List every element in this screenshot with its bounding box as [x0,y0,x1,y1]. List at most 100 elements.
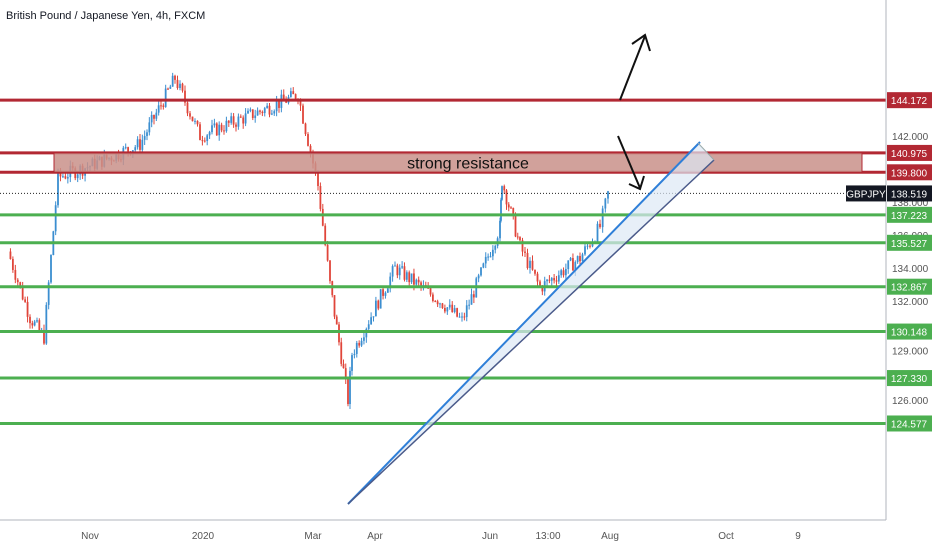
candle-body-59 [151,115,153,122]
candle-body-170 [415,280,417,285]
level-tag-text-135.527: 135.527 [891,239,928,250]
candle-body-90 [226,121,228,131]
candle-body-63 [160,105,162,106]
candle-body-9 [31,323,33,325]
y-tick-129.000: 129.000 [892,347,929,358]
candle-body-132 [327,245,329,261]
resistance-zone-label: strong resistance [407,156,529,173]
candle-body-139 [343,364,345,368]
candle-body-2 [14,270,16,280]
candle-body-86 [216,123,218,135]
candle-body-168 [411,273,413,282]
candle-body-84 [211,125,213,132]
symbol-tag-text: GBPJPY [846,189,886,200]
candle-body-221 [534,270,536,274]
candle-body-10 [34,322,36,326]
candle-body-161 [394,266,396,267]
resistance-zone: strong resistance [54,153,862,173]
candle-body-85 [214,123,216,125]
candle-body-71 [179,84,181,88]
candle-body-135 [334,295,336,316]
candle-body-121 [300,101,302,105]
candle-body-194 [473,294,475,297]
candle-body-129 [320,186,322,209]
candle-body-211 [510,207,512,208]
candle-body-231 [558,275,560,281]
candle-body-92 [230,116,232,123]
candle-body-91 [228,121,230,123]
candle-body-52 [134,147,136,150]
candle-body-241 [582,254,584,261]
candle-body-15 [45,305,47,344]
candle-body-230 [556,280,558,281]
candle-body-93 [233,116,235,124]
price-axis-bg [886,0,932,550]
candle-body-220 [532,261,534,270]
candle-body-145 [356,343,358,354]
candle-body-162 [396,266,398,276]
candle-body-249 [602,208,604,227]
candle-body-24 [67,177,69,178]
candle-body-56 [144,136,146,140]
y-tick-132.000: 132.000 [892,297,929,308]
candle-body-235 [567,260,569,269]
x-tick-Aug: Aug [601,531,619,542]
candle-body-237 [572,258,574,271]
candle-body-202 [492,250,494,256]
candle-body-166 [406,272,408,279]
candle-body-49 [127,147,129,151]
candle-body-186 [454,308,456,312]
candle-body-7 [27,302,29,317]
candle-body-232 [560,270,562,275]
candle-body-0 [10,252,12,259]
candle-body-247 [597,224,599,242]
candle-body-179 [437,301,439,304]
candle-body-133 [329,261,331,282]
level-tag-text-132.867: 132.867 [891,283,928,294]
candle-body-185 [451,305,453,312]
candle-body-240 [579,256,581,261]
candle-body-213 [515,215,517,237]
candle-body-79 [199,124,201,140]
candle-body-181 [442,303,444,308]
x-tick-2020: 2020 [192,531,215,542]
candle-body-208 [503,186,505,190]
y-tick-126.000: 126.000 [892,396,929,407]
level-tag-text-140.975: 140.975 [891,149,928,160]
candle-body-81 [204,141,206,142]
candle-body-200 [487,257,489,258]
candle-body-143 [351,355,353,371]
candle-body-142 [349,371,351,404]
price-axis: 126.000129.000132.000134.000136.000138.0… [846,0,932,550]
candle-body-110 [273,111,275,113]
candle-body-89 [223,130,225,131]
candle-body-226 [546,280,548,281]
candle-body-165 [404,266,406,280]
candle-body-72 [182,84,184,91]
candle-body-228 [551,278,553,281]
trend-channel-fill [348,143,714,504]
candle-body-102 [254,116,256,119]
candle-body-243 [587,246,589,247]
candle-body-12 [38,320,40,330]
candle-body-210 [508,204,510,207]
candle-body-80 [202,140,204,141]
candle-body-28 [77,174,79,178]
candle-body-242 [584,246,586,254]
candle-body-78 [197,121,199,124]
candle-body-69 [174,76,176,80]
candle-body-1 [12,259,14,270]
level-tag-text-130.148: 130.148 [891,328,928,339]
candle-body-189 [461,317,463,318]
candle-body-158 [387,288,389,292]
candle-body-138 [340,342,342,364]
candle-body-61 [155,113,157,119]
candle-body-137 [338,324,340,342]
candle-body-163 [399,268,401,276]
candle-body-111 [276,101,278,111]
candle-body-218 [527,253,529,268]
candle-body-48 [125,147,127,148]
candle-body-87 [218,125,220,135]
candle-body-196 [478,275,480,278]
